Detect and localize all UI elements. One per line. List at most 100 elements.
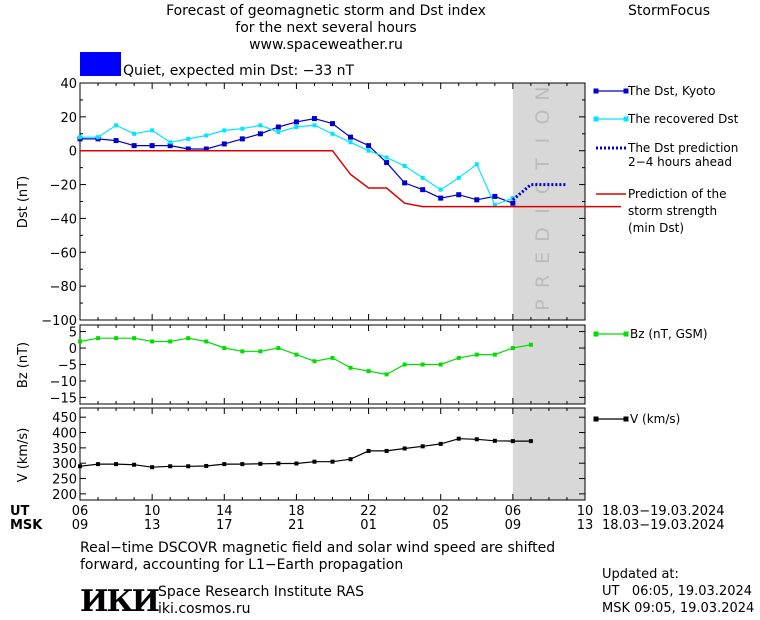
dst-series-1-point xyxy=(150,128,155,133)
dst-series-0-point xyxy=(474,197,480,203)
ut-axis-label: UT xyxy=(10,504,30,519)
v-series-0-point xyxy=(348,457,353,462)
v-series-0-point xyxy=(168,464,173,469)
dst-series-0-point xyxy=(510,200,516,206)
ut-tick-label: 02 xyxy=(432,504,449,519)
dst-series-1-point xyxy=(222,128,227,133)
dst-series-line-2 xyxy=(511,183,567,201)
dst-series-1-point xyxy=(492,202,497,207)
v-series-0-point xyxy=(78,464,82,469)
dst-series-0-point xyxy=(348,134,354,140)
dst-series-1-point xyxy=(330,131,335,136)
v-series-0-point xyxy=(366,448,371,453)
legend-marker xyxy=(623,331,629,337)
legend-marker xyxy=(623,416,629,422)
bz-series-0-point xyxy=(168,339,173,344)
legend-bz: Bz (nT, GSM) xyxy=(630,327,708,341)
v-series-0-point xyxy=(402,446,407,451)
msk-tick-label: 05 xyxy=(432,518,449,533)
dst-series-1-point xyxy=(78,135,82,140)
bz-series-0-point xyxy=(240,349,245,354)
updated-label: Updated at: xyxy=(602,567,679,582)
dst-series-0-point xyxy=(203,146,209,152)
v-prediction-shade xyxy=(512,408,585,500)
dst-series-0-point xyxy=(131,143,137,149)
updated-msk: MSK 09:05, 19.03.2024 xyxy=(602,601,755,616)
chart-title-line-3: www.spaceweather.ru xyxy=(249,37,403,53)
ut-tick-label: 22 xyxy=(360,504,377,519)
dst-y-tick-label: −20 xyxy=(50,179,77,194)
ut-tick-label: 10 xyxy=(144,504,161,519)
dst-y-tick-label: −40 xyxy=(50,212,77,227)
v-y-tick-label: 300 xyxy=(52,457,77,472)
dst-series-line-1 xyxy=(80,124,514,206)
iki-logo: ИКИ xyxy=(80,584,160,619)
dst-y-axis-label: Dst (nT) xyxy=(16,176,31,228)
dst-series-0-point xyxy=(420,187,426,193)
bz-series-0-point xyxy=(366,369,371,374)
status-swatch xyxy=(80,52,121,76)
bz-series-0-point xyxy=(204,339,209,344)
dst-series-0-point xyxy=(275,124,281,130)
prediction-label-letter: D xyxy=(532,227,554,242)
bz-series-0-point xyxy=(78,339,82,344)
legend-marker xyxy=(623,116,629,122)
v-series-0-point xyxy=(276,461,281,466)
bz-y-tick-label: 0 xyxy=(69,342,77,357)
prediction-label-letter: E xyxy=(532,252,554,264)
v-series-0-point xyxy=(186,464,191,469)
v-series-0-point xyxy=(330,459,335,464)
dst-series-1-point xyxy=(96,135,101,140)
bz-series-0-point xyxy=(492,352,497,357)
v-series-0-point xyxy=(384,448,389,453)
v-series-0-point xyxy=(492,438,497,443)
v-series-0-point xyxy=(258,461,263,466)
bz-series-0-point xyxy=(258,349,263,354)
dst-series-0-point xyxy=(149,143,155,149)
dst-series-1-point xyxy=(132,131,137,136)
status-text: Quiet, expected min Dst: −33 nT xyxy=(123,63,355,79)
v-y-tick-label: 250 xyxy=(52,473,77,488)
v-series-0-point xyxy=(294,461,299,466)
bz-series-0-point xyxy=(114,336,119,341)
ut-tick-label: 14 xyxy=(216,504,233,519)
bz-series-0-point xyxy=(438,362,443,367)
bz-y-tick-label: −15 xyxy=(50,391,77,406)
bz-series-0-point xyxy=(312,359,317,364)
dst-y-tick-label: 0 xyxy=(69,145,77,160)
bz-y-tick-label: 5 xyxy=(69,326,77,341)
org-site[interactable]: iki.cosmos.ru xyxy=(158,601,251,617)
bz-series-0-point xyxy=(420,362,425,367)
dst-series-1-point xyxy=(384,155,389,160)
dst-series-1-point xyxy=(312,123,317,128)
dst-series-1-point xyxy=(456,175,461,180)
prediction-label-letter: O xyxy=(532,110,554,125)
bz-series-0-point xyxy=(96,336,101,341)
footer-note-line-1: Real−time DSCOVR magnetic field and sola… xyxy=(80,540,556,556)
dst-series-1-point xyxy=(402,163,407,168)
v-series-0-point xyxy=(474,437,479,442)
legend-marker xyxy=(593,116,599,122)
prediction-label-letter: C xyxy=(532,181,554,194)
legend-dst-kyoto: The Dst, Kyoto xyxy=(627,84,715,98)
v-plot-frame xyxy=(79,407,586,501)
org-name: Space Research Institute RAS xyxy=(158,584,364,600)
msk-date-range: 18.03−19.03.2024 xyxy=(602,518,725,533)
bz-series-0-point xyxy=(150,339,155,344)
bz-plot-frame xyxy=(79,324,586,405)
dst-prediction-shade xyxy=(512,83,585,320)
bz-series-0-point xyxy=(510,346,515,351)
dst-series-0-point xyxy=(402,180,408,186)
dst-series-line-3 xyxy=(80,149,622,208)
dst-series-0-point xyxy=(239,136,245,142)
prediction-label-letter: R xyxy=(532,275,554,288)
msk-tick-label: 21 xyxy=(288,518,305,533)
dst-series-1-point xyxy=(366,148,371,153)
dst-series-0-point xyxy=(311,116,317,122)
legend-v: V (km/s) xyxy=(630,412,680,426)
prediction-label-letter: T xyxy=(532,158,554,171)
dst-series-1-point xyxy=(294,125,299,130)
v-series-0-point xyxy=(456,436,461,441)
